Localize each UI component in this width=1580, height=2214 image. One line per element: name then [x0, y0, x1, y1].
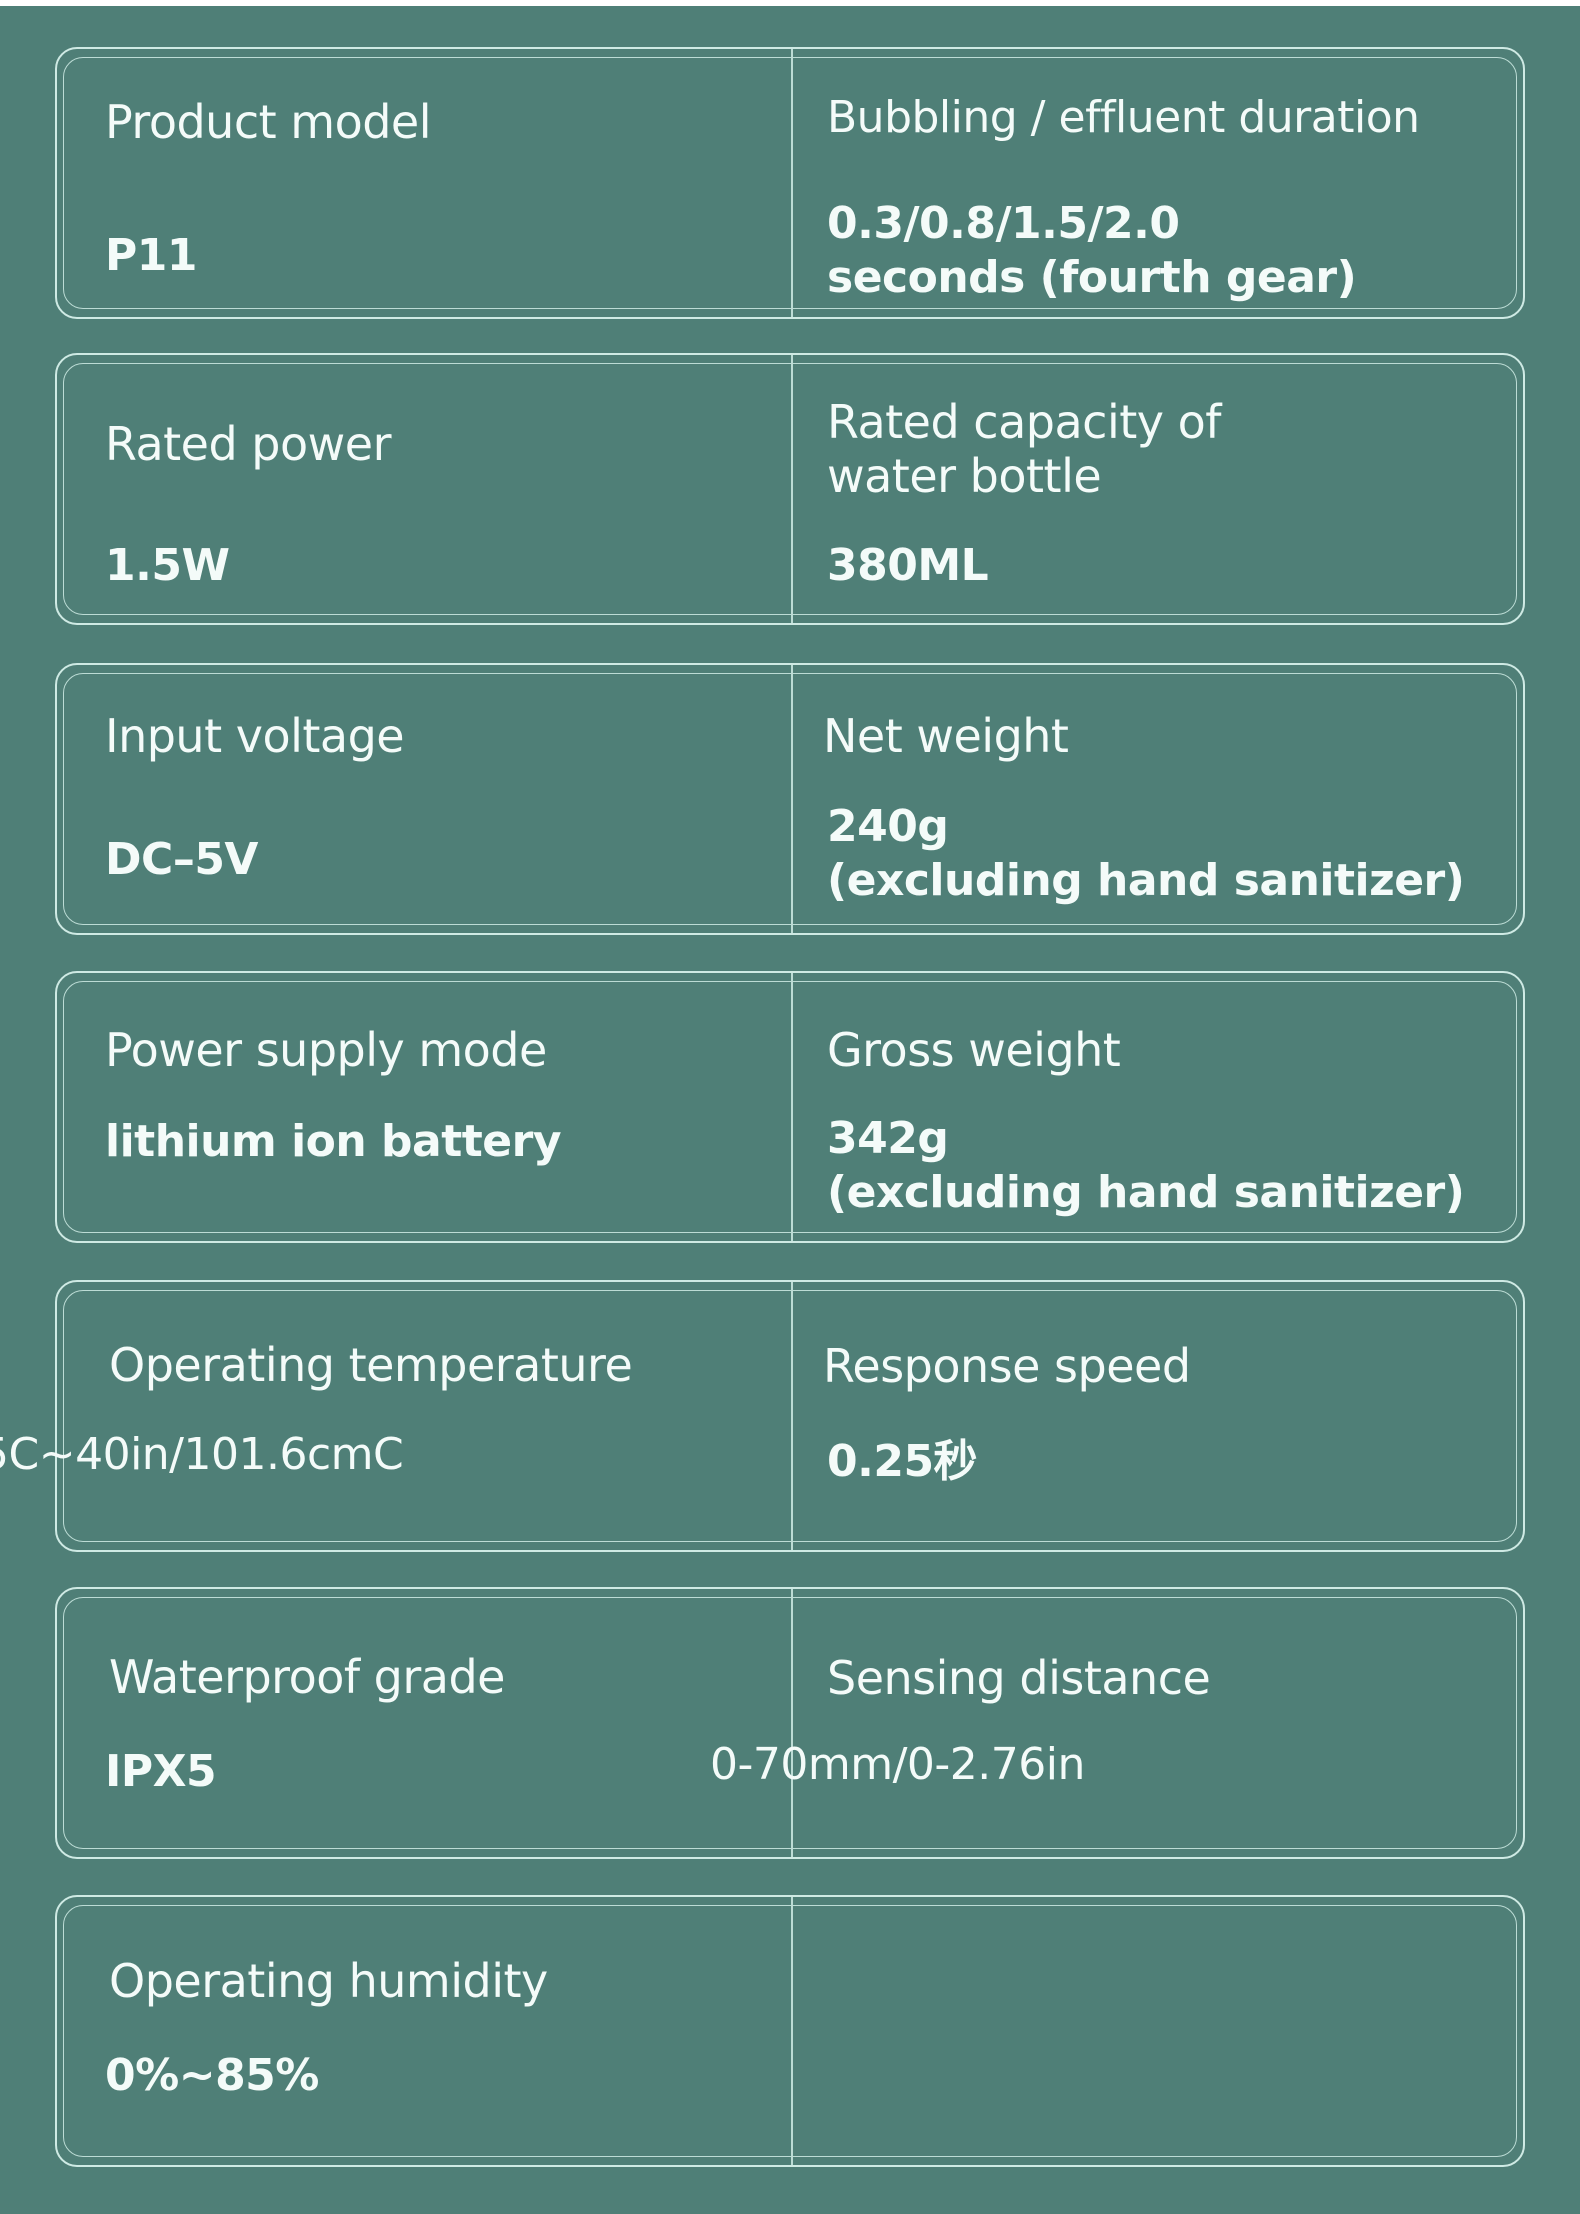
spec-value: 5C~40in/101.6cmC — [0, 1429, 404, 1480]
spec-value: 0%~85% — [105, 2050, 319, 2101]
spec-label: Operating temperature — [109, 1338, 633, 1392]
spec-label: Bubbling / effluent duration — [827, 92, 1420, 143]
spec-label: Net weight — [823, 709, 1069, 763]
column-divider — [791, 1589, 793, 1857]
spec-value: 0.3/0.8/1.5/2.0 — [827, 198, 1180, 249]
spec-value: 0.25秒 — [827, 1436, 978, 1487]
column-divider — [791, 355, 793, 623]
spec-label: Rated power — [105, 417, 391, 471]
spec-label: Product model — [105, 95, 432, 149]
spec-label: Gross weight — [827, 1023, 1121, 1077]
spec-row-1: Product model P11 Bubbling / effluent du… — [55, 47, 1525, 319]
spec-label: Rated capacity of — [827, 395, 1221, 449]
spec-value: DC–5V — [105, 834, 258, 885]
spec-label: Power supply mode — [105, 1023, 547, 1077]
spec-label: water bottle — [827, 449, 1102, 503]
column-divider — [791, 973, 793, 1241]
column-divider — [791, 1282, 793, 1550]
spec-value: P11 — [105, 230, 197, 281]
spec-value: 240g — [827, 801, 949, 852]
spec-value: IPX5 — [105, 1746, 217, 1797]
column-divider — [791, 665, 793, 933]
page-background — [0, 6, 1580, 2214]
spec-value: (excluding hand sanitizer) — [827, 855, 1465, 906]
spec-value: seconds (fourth gear) — [827, 252, 1357, 303]
spec-label: Input voltage — [105, 709, 405, 763]
spec-value: (excluding hand sanitizer) — [827, 1167, 1465, 1218]
spec-label: Response speed — [823, 1339, 1191, 1393]
spec-row-5: Operating temperature 5C~40in/101.6cmC R… — [0, 1280, 1525, 1552]
spec-label: Operating humidity — [109, 1954, 548, 2008]
spec-row-7: Operating humidity 0%~85% — [55, 1895, 1525, 2167]
spec-value: 380ML — [827, 540, 989, 591]
spec-label: Sensing distance — [827, 1651, 1211, 1705]
column-divider — [791, 1897, 793, 2165]
spec-value: 0-70mm/0-2.76in — [710, 1739, 1085, 1790]
column-divider — [791, 49, 793, 317]
spec-value: 1.5W — [105, 540, 230, 591]
spec-value: lithium ion battery — [105, 1116, 562, 1167]
spec-row-3: Input voltage DC–5V Net weight 240g (exc… — [55, 663, 1525, 935]
spec-value: 342g — [827, 1113, 949, 1164]
spec-row-4: Power supply mode lithium ion battery Gr… — [55, 971, 1525, 1243]
spec-row-6: Waterproof grade IPX5 Sensing distance 0… — [55, 1587, 1525, 1859]
spec-row-2: Rated power 1.5W Rated capacity of water… — [55, 353, 1525, 625]
spec-label: Waterproof grade — [109, 1650, 505, 1704]
